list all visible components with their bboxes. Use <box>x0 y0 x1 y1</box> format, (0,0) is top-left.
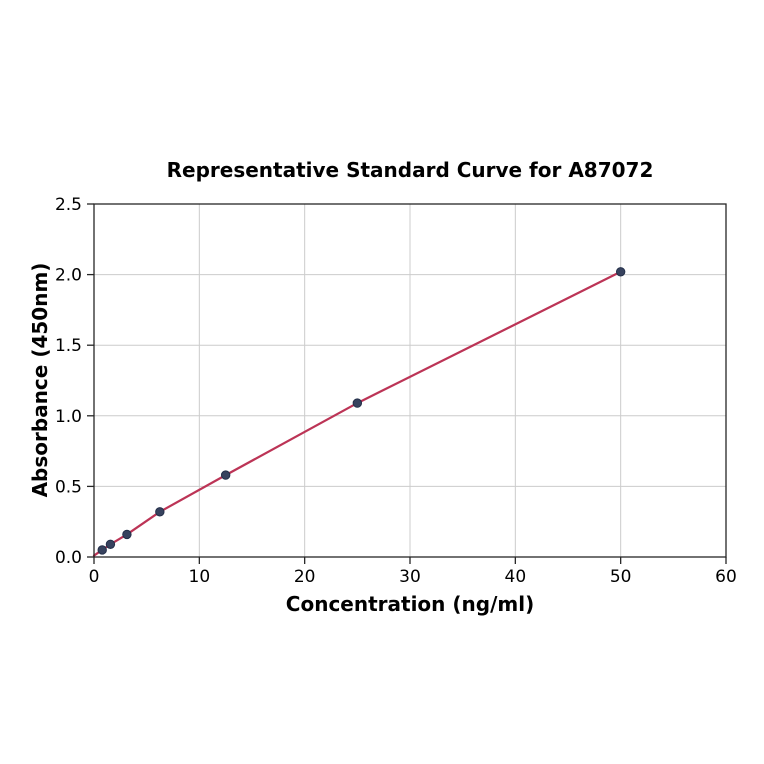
x-tick-label: 40 <box>505 567 527 587</box>
data-point <box>155 507 165 517</box>
x-axis-label: Concentration (ng/ml) <box>285 592 535 616</box>
chart-title: Representative Standard Curve for A87072 <box>166 158 654 182</box>
y-tick-label: 1.0 <box>55 407 82 427</box>
data-point <box>122 529 132 540</box>
x-tick-label: 50 <box>610 567 632 587</box>
x-tick-label: 60 <box>715 567 737 587</box>
y-tick-label: 0.5 <box>55 477 82 497</box>
x-tick-label: 10 <box>189 567 211 587</box>
y-tick-label: 1.5 <box>55 336 82 356</box>
y-tick-label: 2.0 <box>55 266 82 286</box>
y-tick-label: 2.5 <box>55 195 82 215</box>
data-point <box>352 398 363 408</box>
standard-curve-line <box>92 270 622 557</box>
x-tick-label: 20 <box>294 567 316 587</box>
y-axis-label: Absorbance (450nm) <box>28 262 52 498</box>
data-point <box>220 470 231 480</box>
data-point <box>97 545 107 555</box>
data-point <box>105 539 116 549</box>
data-point <box>615 267 626 277</box>
y-tick-label: 0.0 <box>55 548 82 568</box>
x-tick-label: 0 <box>89 567 100 587</box>
x-tick-label: 30 <box>399 567 421 587</box>
